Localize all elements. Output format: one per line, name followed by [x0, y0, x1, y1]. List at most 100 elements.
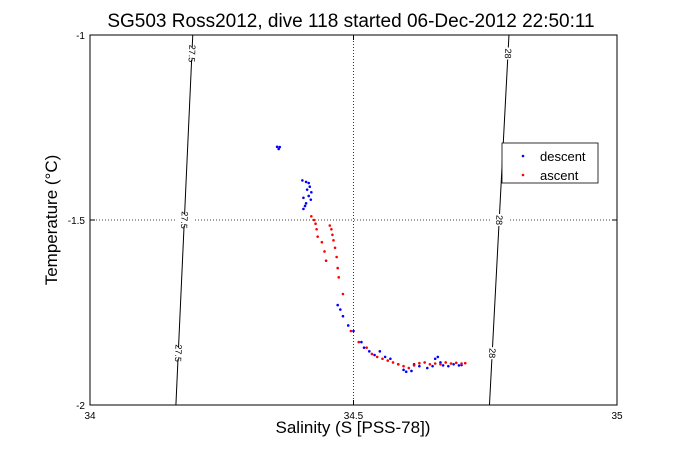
point-ascent: [428, 363, 432, 366]
point-descent: [436, 355, 440, 359]
point-ascent: [381, 357, 384, 361]
point-ascent: [463, 361, 467, 365]
contour-label: 27.5: [179, 211, 190, 229]
point-descent: [439, 361, 442, 364]
point-descent: [368, 350, 371, 353]
contour-label: 28: [487, 348, 498, 359]
point-descent: [404, 370, 408, 374]
point-descent: [307, 181, 311, 185]
point-ascent: [418, 361, 421, 365]
legend: descent ascent: [501, 142, 599, 184]
point-descent: [457, 364, 461, 367]
point-descent: [303, 204, 307, 208]
y-axis-label: Temperature (°C): [42, 155, 61, 286]
point-descent: [402, 368, 405, 372]
point-descent: [389, 357, 392, 361]
x-axis-label: Salinity (S [PSS-78]): [276, 418, 431, 437]
point-descent: [352, 329, 355, 333]
point-descent: [304, 202, 308, 205]
point-descent: [275, 145, 279, 149]
point-descent: [346, 324, 350, 327]
legend-marker-descent: [521, 154, 525, 158]
point-ascent: [328, 224, 332, 227]
point-ascent: [335, 255, 338, 259]
point-ascent: [365, 346, 368, 349]
point-ascent: [407, 366, 411, 370]
point-descent: [441, 364, 445, 367]
point-ascent: [357, 340, 361, 344]
density-contours: 27.5 27.5 27.5 28 28 28: [168, 34, 518, 406]
contour-label: 28: [503, 48, 514, 59]
data-points: [275, 145, 467, 374]
point-ascent: [323, 250, 326, 253]
point-descent: [302, 207, 305, 211]
point-ascent: [336, 266, 339, 270]
point-ascent: [433, 362, 437, 365]
legend-label-descent: descent: [540, 149, 586, 164]
point-ascent: [375, 355, 379, 359]
axis-ticks: 34 34.5 35 -1 -1.5 -2: [68, 31, 623, 422]
point-descent: [418, 364, 421, 368]
point-ascent: [324, 259, 328, 263]
point-ascent: [316, 235, 319, 238]
point-ascent: [330, 227, 333, 231]
contour-label-bg: [175, 213, 194, 227]
point-descent: [433, 357, 437, 361]
point-ascent: [391, 361, 395, 364]
y-tick-label: -1.5: [68, 216, 86, 227]
point-descent: [308, 185, 312, 188]
point-descent: [305, 188, 309, 191]
point-ascent: [423, 361, 426, 364]
point-ascent: [402, 364, 405, 368]
point-descent: [278, 145, 282, 149]
point-descent: [302, 196, 305, 200]
chart-title: SG503 Ross2012, dive 118 started 06-Dec-…: [107, 11, 594, 32]
point-descent: [447, 364, 450, 368]
point-ascent: [315, 227, 318, 231]
contour-label-bg: [482, 346, 502, 360]
point-descent: [309, 198, 313, 201]
point-descent: [410, 369, 413, 373]
point-ascent: [314, 222, 317, 225]
contour-label: 27.5: [173, 344, 184, 362]
point-ascent: [412, 364, 416, 367]
point-descent: [360, 340, 363, 344]
point-ascent: [386, 359, 390, 362]
x-tick-label: 34: [84, 411, 96, 422]
point-descent: [307, 194, 311, 198]
point-ascent: [310, 215, 313, 218]
point-ascent: [332, 239, 335, 242]
point-descent: [425, 366, 429, 370]
contour-label-bg: [168, 346, 188, 360]
point-descent: [310, 190, 313, 194]
legend-marker-ascent: [521, 173, 525, 177]
y-tick-label: -1: [76, 31, 85, 42]
x-tick-label: 34.5: [344, 411, 364, 422]
legend-label-ascent: ascent: [540, 168, 579, 183]
point-ascent: [439, 363, 442, 366]
point-descent: [304, 180, 308, 184]
point-ascent: [449, 362, 453, 365]
point-descent: [431, 364, 434, 368]
point-ascent: [331, 233, 334, 237]
contour-label-bg: [498, 47, 518, 60]
point-ascent: [320, 240, 324, 244]
point-ascent: [454, 361, 458, 365]
point-descent: [336, 303, 339, 307]
point-ascent: [312, 218, 316, 222]
contour-label-bg: [182, 47, 202, 60]
point-descent: [301, 179, 304, 182]
point-ascent: [341, 292, 345, 296]
contour-label: 28: [494, 215, 505, 226]
x-tick-label: 35: [611, 411, 623, 422]
contour-label: 27.5: [187, 45, 198, 63]
point-ascent: [370, 352, 374, 356]
point-descent: [362, 346, 366, 349]
point-descent: [341, 314, 345, 318]
point-ascent: [333, 246, 337, 250]
point-ascent: [349, 329, 353, 333]
point-descent: [373, 353, 376, 357]
y-tick-label: -2: [76, 401, 85, 412]
point-ascent: [337, 276, 341, 279]
